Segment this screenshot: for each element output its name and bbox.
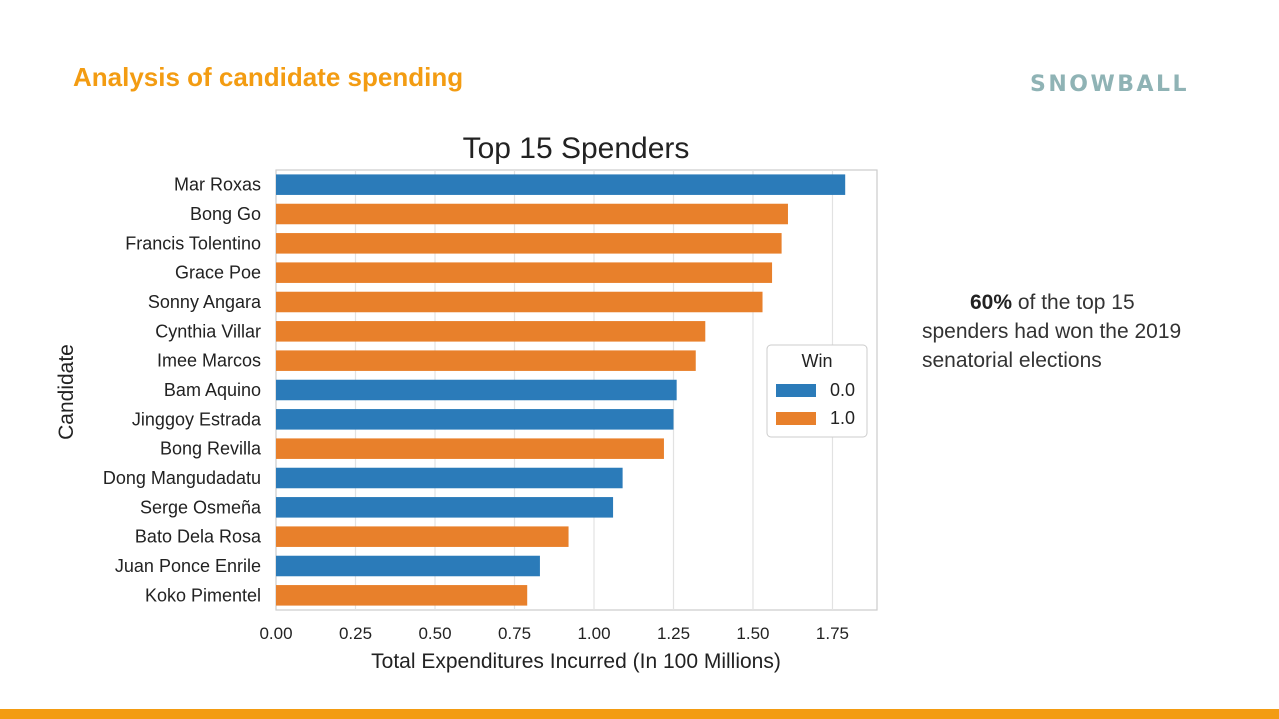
legend: Win 0.0 1.0 bbox=[766, 344, 868, 438]
bar bbox=[276, 350, 696, 371]
category-label: Francis Tolentino bbox=[125, 233, 261, 253]
bar bbox=[276, 409, 674, 430]
y-axis-label: Candidate bbox=[55, 344, 78, 440]
category-label: Bong Revilla bbox=[160, 439, 262, 459]
x-tick-label: 1.50 bbox=[736, 624, 769, 643]
category-label: Sonny Angara bbox=[148, 292, 262, 312]
category-labels: Mar Roxas Bong Go Francis Tolentino Grace P… bbox=[103, 175, 262, 606]
category-label: Mar Roxas bbox=[174, 175, 261, 195]
category-label: Serge Osmeña bbox=[140, 497, 262, 517]
legend-label-1: 1.0 bbox=[830, 408, 855, 428]
x-tick-label: 1.00 bbox=[577, 624, 610, 643]
bar bbox=[276, 321, 706, 342]
bar bbox=[276, 585, 528, 606]
bars bbox=[276, 174, 846, 606]
category-label: Bato Dela Rosa bbox=[135, 527, 262, 547]
slide-title: Analysis of candidate spending bbox=[73, 62, 464, 92]
category-label: Bam Aquino bbox=[164, 380, 261, 400]
note-text: of the top 15 spenders had won the 2019 … bbox=[922, 291, 1182, 372]
category-label: Dong Mangudadatu bbox=[103, 468, 261, 488]
bar bbox=[276, 555, 540, 577]
x-tick-label: 1.75 bbox=[816, 624, 849, 643]
x-tick-labels: 0.00 0.25 0.50 0.75 1.00 1.25 1.50 1.75 bbox=[259, 624, 849, 643]
x-tick-label: 0.75 bbox=[498, 624, 531, 643]
bar bbox=[276, 497, 614, 518]
bar bbox=[276, 262, 773, 283]
bar bbox=[276, 233, 782, 254]
bar-chart: Top 15 Spenders Mar Roxas Bong Go Francis … bbox=[55, 132, 878, 673]
legend-swatch-0 bbox=[776, 384, 816, 397]
x-tick-label: 0.00 bbox=[259, 624, 292, 643]
bar bbox=[276, 174, 846, 195]
category-label: Jinggoy Estrada bbox=[132, 409, 262, 429]
x-tick-label: 0.50 bbox=[418, 624, 451, 643]
category-label: Grace Poe bbox=[175, 263, 261, 283]
bar bbox=[276, 379, 677, 401]
bottom-accent-bar bbox=[0, 709, 1279, 719]
category-label: Bong Go bbox=[190, 204, 261, 224]
insight-note: 60% of the top 15 spenders had won the 2… bbox=[922, 288, 1212, 375]
legend-swatch-1 bbox=[776, 412, 816, 425]
note-percentage: 60% bbox=[970, 291, 1013, 314]
category-label: Imee Marcos bbox=[157, 351, 261, 371]
x-tick-label: 1.25 bbox=[657, 624, 690, 643]
chart-container: Top 15 Spenders Mar Roxas Bong Go Francis … bbox=[55, 132, 878, 673]
legend-title: Win bbox=[802, 351, 833, 371]
x-axis-label: Total Expenditures Incurred (In 100 Mill… bbox=[371, 650, 781, 673]
chart-title: Top 15 Spenders bbox=[463, 132, 690, 165]
category-label: Koko Pimentel bbox=[145, 585, 261, 605]
bar bbox=[276, 438, 664, 459]
category-label: Juan Ponce Enrile bbox=[115, 556, 261, 576]
bar bbox=[276, 467, 623, 489]
snowball-logo: SNOWBALL bbox=[1030, 72, 1190, 97]
bar bbox=[276, 526, 569, 547]
category-label: Cynthia Villar bbox=[155, 321, 261, 341]
x-tick-label: 0.25 bbox=[339, 624, 372, 643]
bar bbox=[276, 203, 788, 225]
legend-label-0: 0.0 bbox=[830, 380, 855, 400]
bar bbox=[276, 291, 763, 313]
